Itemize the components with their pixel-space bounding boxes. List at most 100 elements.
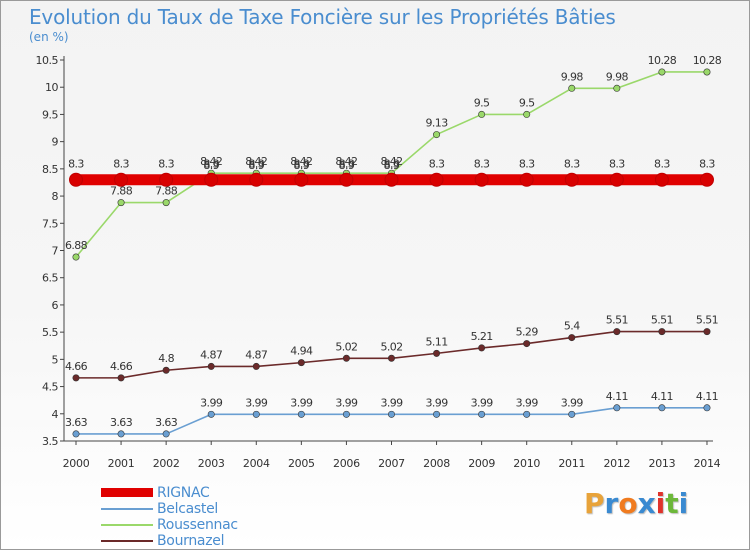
x-tick-label: 2004 — [243, 457, 270, 470]
data-label-bournazel: 5.51 — [606, 314, 628, 327]
data-point-belcastel — [568, 410, 576, 418]
data-label-roussennac: 9.13 — [426, 117, 449, 130]
data-point-belcastel — [523, 410, 531, 418]
data-point-rignac — [429, 172, 444, 187]
data-point-roussennac — [117, 199, 125, 207]
y-tick-label: 7 — [52, 245, 59, 258]
data-point-belcastel — [703, 404, 711, 412]
data-point-rignac — [564, 172, 579, 187]
data-label-bournazel: 5.11 — [426, 335, 448, 348]
legend-swatch — [101, 508, 153, 510]
data-label-roussennac: 8.42 — [200, 155, 222, 168]
x-tick-label: 2010 — [513, 457, 540, 470]
data-label-rignac: 8.3 — [474, 158, 490, 171]
data-point-bournazel — [658, 328, 666, 336]
y-tick-label: 9.5 — [42, 108, 58, 121]
x-tick-label: 2006 — [333, 457, 360, 470]
data-point-rignac — [654, 172, 669, 187]
data-point-belcastel — [658, 404, 666, 412]
y-tick-label: 8 — [52, 190, 59, 203]
y-tick-label: 5 — [52, 353, 59, 366]
data-point-belcastel — [297, 410, 305, 418]
legend-label: Roussennac — [157, 517, 238, 533]
legend-label: Bournazel — [157, 533, 225, 549]
data-point-belcastel — [613, 404, 621, 412]
data-point-belcastel — [387, 410, 395, 418]
data-point-roussennac — [162, 199, 170, 207]
data-label-belcastel: 4.11 — [606, 390, 628, 403]
data-point-rignac — [114, 172, 129, 187]
data-point-bournazel — [117, 374, 125, 382]
data-label-bournazel: 5.51 — [696, 314, 718, 327]
data-point-roussennac — [658, 68, 666, 76]
data-label-belcastel: 3.63 — [65, 416, 88, 429]
data-label-bournazel: 5.02 — [380, 340, 402, 353]
data-point-belcastel — [342, 410, 350, 418]
data-point-bournazel — [568, 334, 576, 342]
data-label-belcastel: 3.99 — [561, 396, 584, 409]
data-label-overlap: 8.9 — [203, 159, 219, 172]
data-label-bournazel: 4.66 — [65, 360, 88, 373]
data-point-bournazel — [613, 328, 621, 336]
data-point-rignac — [699, 172, 714, 187]
data-point-bournazel — [703, 328, 711, 336]
data-label-belcastel: 3.99 — [426, 396, 449, 409]
data-label-roussennac: 9.5 — [474, 96, 490, 109]
data-point-belcastel — [207, 410, 215, 418]
data-point-rignac — [294, 172, 309, 187]
data-point-roussennac — [478, 110, 486, 118]
data-label-bournazel: 4.8 — [158, 352, 174, 365]
data-point-roussennac — [568, 84, 576, 92]
logo-letter: x — [637, 487, 656, 520]
data-label-rignac: 8.3 — [699, 158, 715, 171]
legend-label: RIGNAC — [157, 485, 210, 501]
data-label-rignac: 8.3 — [68, 158, 84, 171]
x-tick-label: 2011 — [558, 457, 585, 470]
data-label-roussennac: 6.88 — [65, 239, 88, 252]
series-rignac — [69, 172, 714, 187]
data-point-bournazel — [433, 349, 441, 357]
data-label-bournazel: 4.66 — [110, 360, 133, 373]
data-label-belcastel: 3.99 — [245, 396, 268, 409]
data-label-rignac: 8.3 — [339, 158, 355, 171]
y-tick-label: 4 — [52, 408, 59, 421]
data-label-bournazel: 4.87 — [200, 348, 223, 361]
y-tick-label: 10.5 — [36, 54, 59, 67]
data-label-belcastel: 3.63 — [155, 416, 178, 429]
data-point-belcastel — [72, 430, 80, 438]
data-label-rignac: 8.3 — [564, 158, 580, 171]
data-point-roussennac — [523, 110, 531, 118]
data-label-bournazel: 5.4 — [564, 320, 580, 333]
data-label-rignac: 8.3 — [203, 158, 219, 171]
logo-letter: i — [655, 487, 666, 520]
y-tick-label: 4.5 — [42, 381, 58, 394]
logo-letter: i — [678, 487, 689, 520]
data-point-belcastel — [252, 410, 260, 418]
data-label-belcastel: 3.99 — [380, 396, 403, 409]
data-label-rignac: 8.3 — [293, 158, 309, 171]
legend-swatch — [101, 488, 153, 497]
data-point-belcastel — [433, 410, 441, 418]
data-point-bournazel — [342, 354, 350, 362]
data-label-rignac: 8.3 — [113, 158, 129, 171]
data-label-rignac: 8.3 — [609, 158, 625, 171]
y-tick-label: 7.5 — [42, 217, 58, 230]
data-label-bournazel: 4.94 — [290, 345, 313, 358]
data-label-belcastel: 4.11 — [696, 390, 718, 403]
data-label-bournazel: 5.21 — [471, 330, 493, 343]
data-label-roussennac: 7.88 — [110, 185, 133, 198]
data-point-rignac — [609, 172, 624, 187]
logo-letter: r — [604, 487, 619, 520]
data-label-rignac: 8.3 — [248, 158, 264, 171]
y-tick-label: 3.5 — [42, 435, 58, 448]
data-point-bournazel — [387, 354, 395, 362]
data-label-belcastel: 3.99 — [290, 396, 313, 409]
data-label-roussennac: 10.28 — [693, 54, 722, 67]
y-tick-label: 9 — [52, 136, 59, 149]
data-point-rignac — [204, 172, 219, 187]
logo-letter: t — [665, 487, 679, 520]
data-label-rignac: 8.3 — [654, 158, 670, 171]
data-point-roussennac — [433, 131, 441, 139]
data-point-bournazel — [523, 340, 531, 348]
